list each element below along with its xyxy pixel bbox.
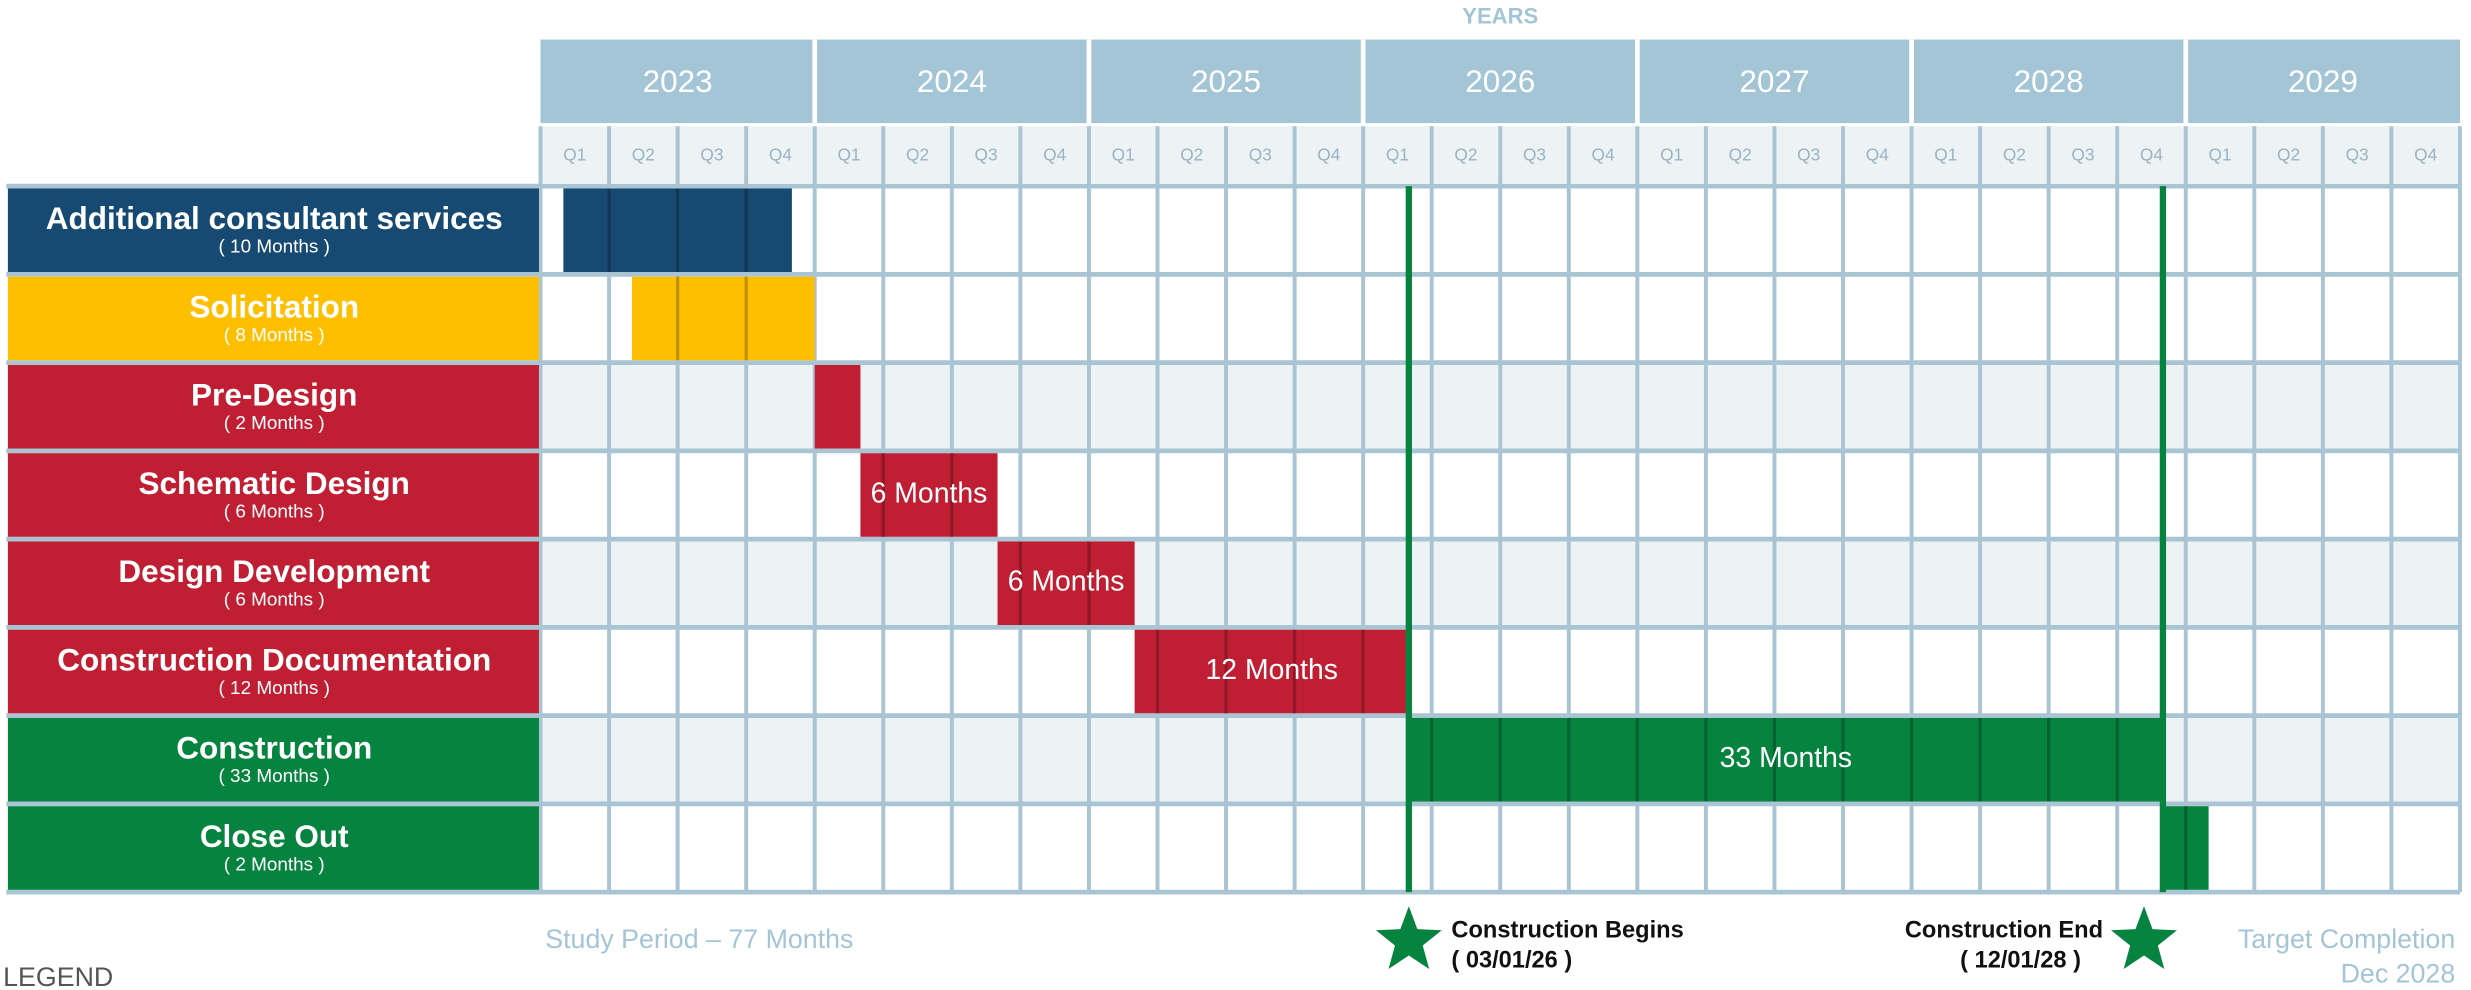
task-name: Schematic Design — [139, 465, 410, 501]
task-duration-label: ( 2 Months ) — [224, 854, 325, 875]
study-period: Study Period – 77 Months — [545, 924, 853, 954]
milestone-star — [1375, 906, 1442, 970]
task-label-box — [7, 629, 539, 714]
milestone-date: ( 03/01/26 ) — [1451, 948, 1572, 974]
quarter-label: Q3 — [1249, 145, 1272, 165]
task-bar — [1408, 717, 2163, 802]
quarter-label: Q3 — [2346, 145, 2369, 165]
task-bar — [2162, 806, 2209, 890]
milestone-star — [2111, 906, 2177, 970]
year-label: 2028 — [2014, 63, 2084, 99]
target-date: Dec 2028 — [2341, 959, 2456, 989]
axis-title: YEARS — [1462, 3, 1538, 28]
task-bar — [860, 453, 998, 537]
bar-label: 33 Months — [1720, 742, 1852, 774]
quarter-label: Q4 — [1043, 145, 1066, 165]
quarter-label: Q1 — [1112, 145, 1135, 165]
quarter-label: Q1 — [563, 145, 586, 165]
quarter-label: Q3 — [975, 145, 998, 165]
task-name: Construction Documentation — [57, 641, 491, 677]
quarter-label: Q2 — [2277, 145, 2300, 165]
task-label-box — [7, 541, 539, 626]
task-duration-label: ( 10 Months ) — [219, 237, 330, 258]
task-label-box — [7, 276, 539, 361]
task-label-box — [7, 364, 539, 449]
quarter-label: Q3 — [1523, 145, 1546, 165]
task-label-box — [7, 188, 539, 273]
quarter-label: Q4 — [1317, 145, 1340, 165]
task-bar — [631, 276, 815, 361]
year-label: 2026 — [1465, 63, 1535, 99]
year-label: 2023 — [643, 63, 713, 99]
task-duration-label: ( 2 Months ) — [224, 413, 325, 434]
quarter-label: Q2 — [906, 145, 929, 165]
task-name: Pre-Design — [191, 377, 357, 413]
year-label: 2029 — [2288, 63, 2358, 99]
task-duration-label: ( 6 Months ) — [224, 501, 325, 522]
task-name: Design Development — [118, 553, 430, 589]
year-label: 2024 — [917, 63, 987, 99]
quarter-label: Q2 — [1454, 145, 1477, 165]
year-header — [540, 39, 2460, 124]
quarter-label: Q1 — [1386, 145, 1409, 165]
milestone-date: ( 12/01/28 ) — [1960, 948, 2081, 974]
quarter-label: Q1 — [1660, 145, 1683, 165]
task-label-box — [7, 453, 539, 537]
quarter-label: Q4 — [2140, 145, 2163, 165]
task-duration-label: ( 12 Months ) — [219, 678, 330, 699]
quarter-label: Q4 — [1592, 145, 1615, 165]
task-bar — [1134, 629, 1409, 714]
quarter-label: Q1 — [2208, 145, 2231, 165]
task-label-box — [7, 717, 539, 802]
bar-label: 12 Months — [1206, 654, 1338, 686]
task-bar — [563, 188, 792, 273]
task-label-box — [7, 806, 539, 890]
task-duration-label: ( 8 Months ) — [224, 325, 325, 346]
quarter-label: Q4 — [1866, 145, 1889, 165]
quarter-label: Q4 — [2414, 145, 2437, 165]
task-duration-label: ( 6 Months ) — [224, 590, 325, 611]
task-bar — [814, 364, 861, 449]
quarter-label: Q3 — [700, 145, 723, 165]
year-label: 2027 — [1739, 63, 1809, 99]
task-name: Solicitation — [189, 288, 359, 324]
quarter-label: Q4 — [769, 145, 792, 165]
bar-label: 6 Months — [871, 477, 988, 509]
task-name: Additional consultant services — [46, 200, 503, 236]
task-duration-label: ( 33 Months ) — [219, 766, 330, 787]
year-label: 2025 — [1191, 63, 1261, 99]
quarter-label: Q2 — [632, 145, 655, 165]
quarter-label: Q1 — [837, 145, 860, 165]
quarter-label: Q2 — [1180, 145, 1203, 165]
legend-title: LEGEND — [3, 962, 113, 990]
milestone-label: Construction Begins — [1451, 918, 1683, 944]
quarter-label: Q3 — [1797, 145, 1820, 165]
target-label: Target Completion — [2238, 924, 2455, 954]
milestone-label: Construction End — [1905, 918, 2103, 944]
quarter-label: Q3 — [2071, 145, 2094, 165]
quarter-label: Q2 — [1729, 145, 1752, 165]
quarter-label: Q1 — [1934, 145, 1957, 165]
quarter-label: Q2 — [2003, 145, 2026, 165]
task-name: Close Out — [200, 818, 349, 854]
task-bar — [997, 541, 1135, 626]
bar-label: 6 Months — [1008, 566, 1125, 598]
task-name: Construction — [176, 730, 372, 766]
